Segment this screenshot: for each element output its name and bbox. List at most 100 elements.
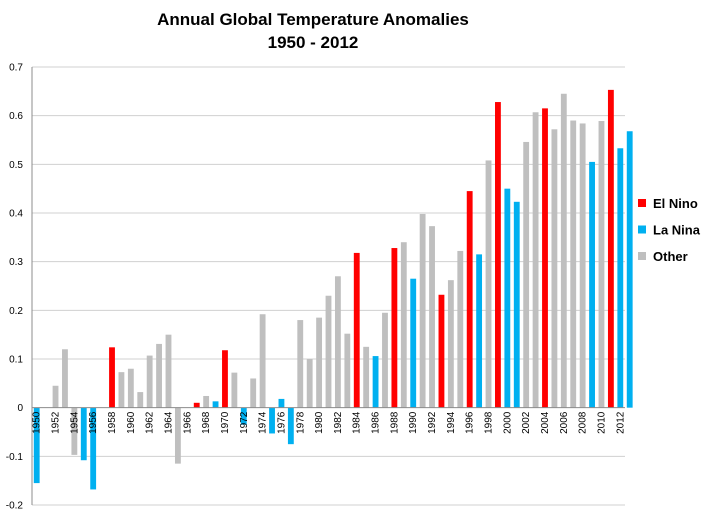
- bar-1952: [52, 385, 59, 408]
- x-tick-label: 2012: [615, 411, 626, 434]
- bar-1993: [438, 294, 445, 408]
- x-tick-label: 1964: [163, 411, 174, 434]
- bar-2006: [560, 93, 567, 408]
- x-tick-label: 1966: [182, 411, 193, 434]
- y-tick-label: 0: [17, 403, 23, 414]
- bar-2010: [598, 121, 605, 408]
- x-tick-label: 1996: [465, 411, 476, 434]
- bar-1996: [466, 191, 473, 408]
- bar-1982: [334, 276, 341, 408]
- legend-swatch-other: [638, 252, 646, 260]
- bar-1967: [193, 402, 200, 408]
- bars: [33, 89, 633, 490]
- bar-2000: [504, 188, 511, 408]
- x-tick-label: 1992: [427, 411, 438, 434]
- y-tick-label: 0.4: [9, 209, 23, 220]
- bar-1970: [222, 350, 228, 408]
- bar-1995: [457, 250, 464, 408]
- bar-1997: [476, 254, 483, 408]
- bar-1961: [137, 392, 144, 408]
- bar-1955: [80, 407, 87, 461]
- x-tick-label: 1988: [389, 411, 400, 434]
- chart-title: Annual Global Temperature Anomalies: [157, 10, 469, 29]
- bar-2008: [579, 123, 586, 408]
- bar-1990: [410, 278, 417, 408]
- x-tick-label: 1956: [88, 411, 99, 434]
- bar-1962: [146, 355, 153, 408]
- y-tick-labels: 0.7 0.6 0.5 0.4 0.3 0.2 0.1 0 -0.1 -0.2: [6, 63, 24, 512]
- bar-1978: [297, 320, 304, 408]
- x-tick-label: 2004: [540, 411, 551, 434]
- x-tick-label: 1978: [295, 411, 306, 434]
- bar-1964: [165, 334, 172, 408]
- x-tick-label: 1970: [220, 411, 231, 434]
- x-tick-label: 1952: [51, 411, 62, 434]
- bar-1992: [429, 226, 435, 408]
- x-tick-label: 1972: [239, 411, 250, 434]
- bar-2007: [570, 120, 577, 408]
- x-tick-label: 1968: [201, 411, 212, 434]
- bar-1981: [325, 295, 332, 408]
- bar-1977: [287, 407, 294, 445]
- bar-1954: [71, 407, 78, 455]
- bar-1971: [231, 372, 238, 408]
- y-tick-label: -0.1: [6, 452, 24, 463]
- bar-1959: [118, 372, 125, 408]
- x-tick-label: 2002: [521, 411, 532, 434]
- y-tick-label: 0.2: [9, 306, 23, 317]
- x-tick-label: 1980: [314, 411, 325, 434]
- bar-1994: [447, 280, 454, 408]
- bar-1998: [485, 160, 492, 408]
- bar-1965: [174, 407, 181, 464]
- bar-1975: [269, 407, 275, 434]
- bar-2003: [532, 112, 539, 408]
- bar-1950: [33, 407, 40, 484]
- x-tick-labels: 1950 1952 1954 1956 1958 1960 1962 1964 1966 1968…: [32, 411, 627, 434]
- bar-2009: [589, 161, 595, 408]
- bar-1989: [400, 242, 407, 408]
- bar-1991: [419, 213, 426, 408]
- x-tick-label: 1994: [446, 411, 457, 434]
- bar-1958: [109, 347, 115, 408]
- bar-1972: [240, 407, 247, 425]
- x-tick-label: 1976: [276, 411, 287, 434]
- bar-1984: [353, 252, 360, 408]
- y-tick-label: 0.7: [9, 63, 23, 74]
- bar-1987: [382, 312, 388, 408]
- bar-1963: [156, 343, 162, 408]
- bar-1973: [250, 378, 257, 408]
- legend-label-la_nina: La Nina: [653, 223, 701, 238]
- bar-2012: [617, 148, 624, 408]
- x-tick-label: 2006: [559, 411, 570, 434]
- x-tick-label: 2000: [502, 411, 513, 434]
- bar-1976: [278, 398, 285, 408]
- x-tick-label: 1990: [408, 411, 419, 434]
- y-tick-label: 0.6: [9, 111, 23, 122]
- x-tick-label: 1962: [145, 411, 156, 434]
- x-tick-label: 2008: [578, 411, 589, 434]
- bar-1986: [372, 356, 379, 408]
- x-tick-label: 1958: [107, 411, 118, 434]
- bar-2001: [513, 201, 520, 408]
- bar-1960: [127, 368, 134, 408]
- legend-label-other: Other: [653, 249, 688, 264]
- x-tick-label: 1950: [32, 411, 43, 434]
- x-tick-label: 1982: [333, 411, 344, 434]
- bar-1980: [316, 317, 323, 408]
- bar-1983: [344, 333, 351, 408]
- x-tick-label: 1954: [69, 411, 80, 434]
- x-tick-label: 1974: [258, 411, 269, 434]
- bar-2011: [607, 89, 614, 408]
- y-tick-label: -0.2: [6, 501, 24, 512]
- legend-swatch-la_nina: [638, 225, 646, 234]
- bar-1985: [363, 346, 370, 408]
- legend-label-el_nino: El Nino: [653, 196, 698, 211]
- bar-1988: [391, 248, 398, 408]
- bar-1999: [495, 102, 501, 408]
- bar-1969: [212, 401, 219, 408]
- axes: [31, 67, 625, 505]
- legend: El Nino La Nina Other: [638, 196, 701, 264]
- y-tick-label: 0.5: [9, 160, 23, 171]
- bar-1974: [259, 314, 266, 408]
